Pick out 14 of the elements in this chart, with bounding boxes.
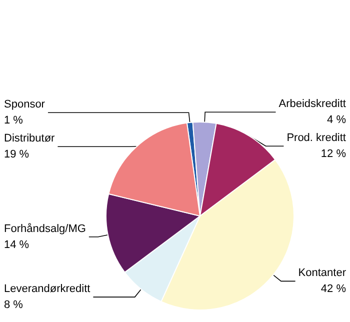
data-label: 4 %	[327, 114, 346, 126]
slice-label: Distributør	[4, 132, 56, 145]
data-label: 42 %	[320, 283, 346, 296]
data-label: 1 %	[4, 114, 24, 127]
slice-label: Sponsor	[4, 98, 46, 111]
slice-label: Forhåndsalg/MG	[4, 222, 86, 235]
slice-label: Arbeidskreditt	[278, 98, 346, 110]
slice-label: Kontanter	[298, 267, 346, 280]
data-label: 8 %	[4, 299, 24, 312]
data-label: 12 %	[320, 148, 346, 160]
data-label: 19 %	[4, 148, 30, 161]
data-label: 14 %	[4, 238, 30, 251]
slice-label: Prod. kreditt	[286, 132, 346, 144]
slice-label: Leverandørkreditt	[4, 283, 90, 296]
